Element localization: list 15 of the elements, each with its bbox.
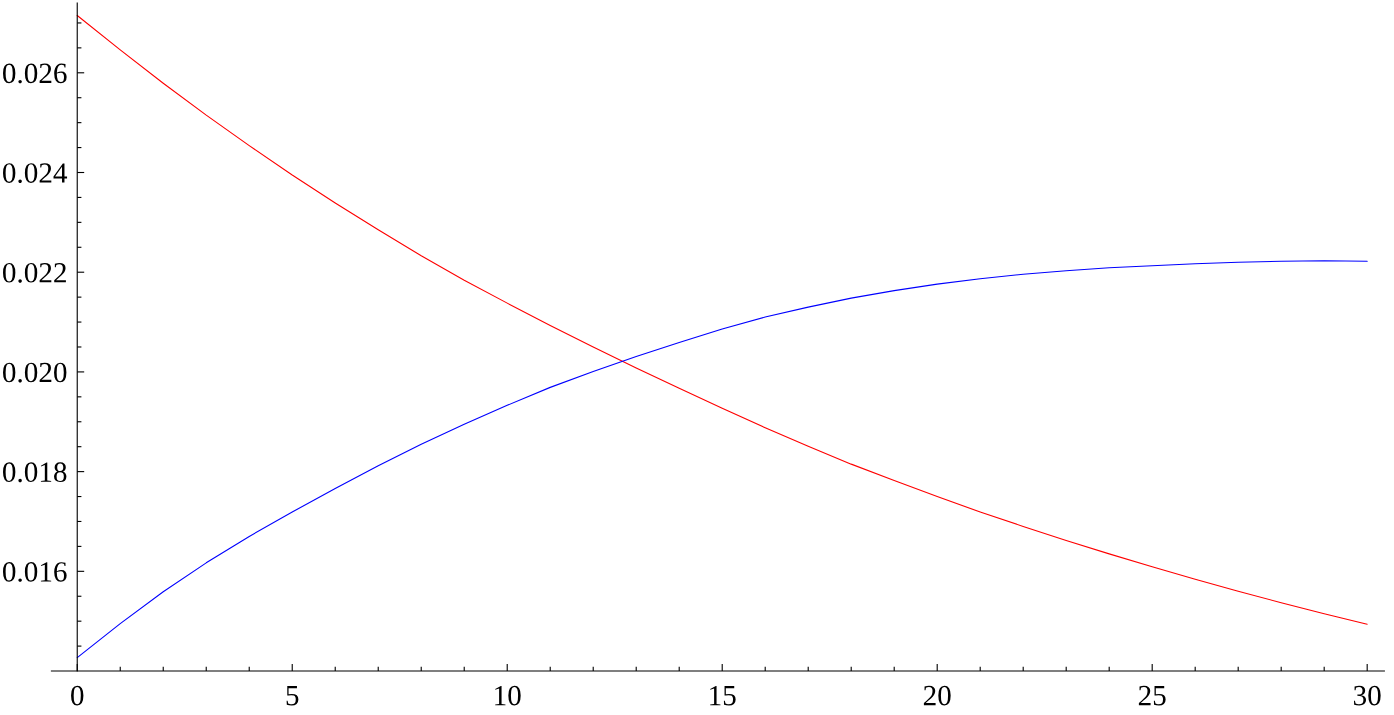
x-tick-label: 30: [1353, 685, 1381, 706]
y-tick-label: 0.022: [3, 262, 66, 283]
line-series: [76, 14, 1368, 625]
y-tick-label: 0.024: [3, 163, 68, 184]
y-tick-label: 0.026: [3, 63, 67, 84]
y-tick-label: 0.018: [3, 462, 67, 483]
x-tick-label: 25: [1138, 685, 1166, 706]
y-tick-label: 0.016: [3, 562, 67, 582]
x-tick-label: 10: [495, 685, 521, 706]
x-tick-label: 0: [71, 685, 84, 706]
x-tick-label: 15: [710, 685, 736, 706]
y-tick-label: 0.020: [3, 362, 67, 383]
x-tick-label: 5: [286, 686, 299, 706]
x-tick-label: 20: [923, 685, 951, 706]
line-series: [76, 260, 1368, 659]
